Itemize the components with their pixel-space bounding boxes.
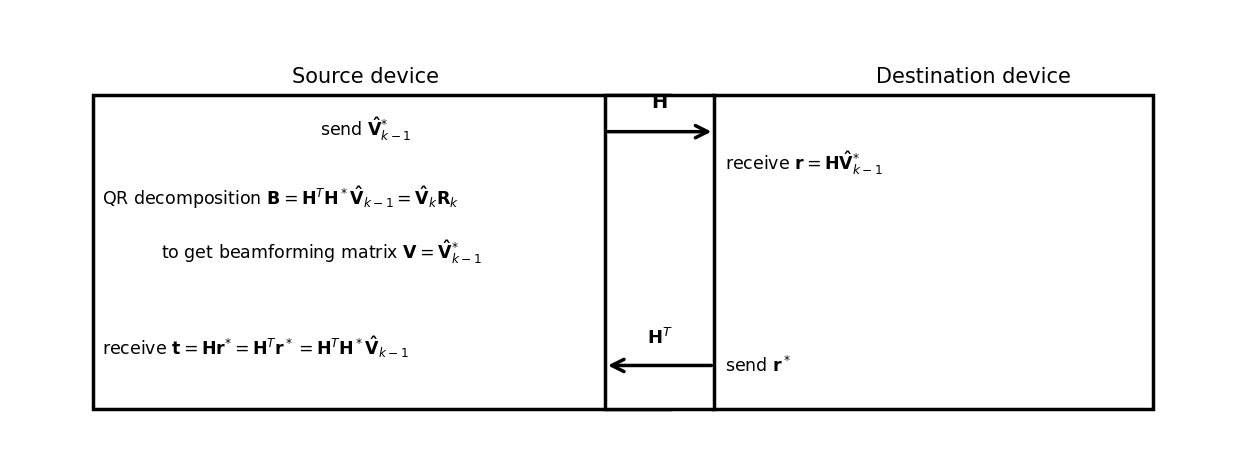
Text: send $\mathbf{r}^*$: send $\mathbf{r}^*$ [725,355,791,375]
Text: $\mathbf{H}$: $\mathbf{H}$ [651,93,668,112]
Bar [713,95,1153,409]
Text: send $\mathbf{\hat{V}}^{*}_{k-1}$: send $\mathbf{\hat{V}}^{*}_{k-1}$ [320,116,412,143]
Text: receive $\mathbf{r} = \mathbf{H}\mathbf{\hat{V}}^{*}_{k-1}$: receive $\mathbf{r} = \mathbf{H}\mathbf{… [725,150,883,177]
Text: to get beamforming matrix $\mathbf{V} = \mathbf{\hat{V}}^{*}_{k-1}$: to get beamforming matrix $\mathbf{V} = … [161,238,482,266]
Bar [605,95,714,409]
Text: Source device: Source device [293,67,439,87]
Bar [93,95,670,409]
Text: $\mathbf{H}^T$: $\mathbf{H}^T$ [647,328,672,348]
Text: Destination device: Destination device [875,67,1071,87]
Text: QR decomposition $\mathbf{B} = \mathbf{H}^T\mathbf{H}^*\mathbf{\hat{V}}_{k-1} = : QR decomposition $\mathbf{B} = \mathbf{H… [102,184,459,211]
Text: receive $\mathbf{t} = \mathbf{Hr}^{*} = \mathbf{H}^T\mathbf{r}^*=\mathbf{H}^T\ma: receive $\mathbf{t} = \mathbf{Hr}^{*} = … [102,335,409,360]
